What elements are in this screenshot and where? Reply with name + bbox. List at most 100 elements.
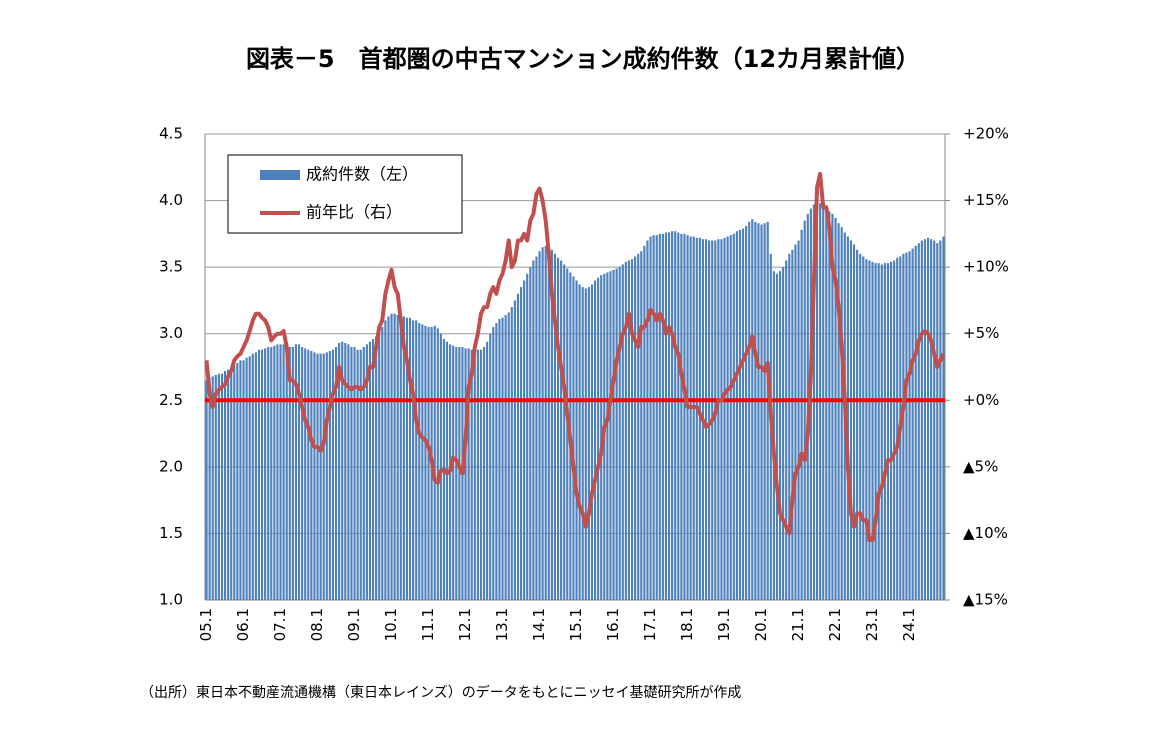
bar [883, 263, 886, 600]
bar [664, 232, 668, 601]
bar [347, 344, 350, 600]
x-tick-label: 19.1 [715, 608, 733, 641]
line-series [204, 171, 946, 543]
bar [526, 273, 529, 600]
bar [714, 240, 717, 600]
bar [671, 231, 674, 601]
y-tick-label: 2.5 [159, 391, 183, 409]
bar [476, 349, 479, 600]
bar [492, 327, 495, 600]
y-tick-label: 4.5 [159, 125, 183, 143]
bar [757, 223, 760, 600]
bar [415, 320, 418, 600]
bar [908, 251, 911, 600]
x-tick-label: 22.1 [826, 608, 844, 641]
bar [396, 315, 399, 600]
bar [834, 217, 837, 600]
bar [532, 260, 535, 600]
bar [775, 273, 779, 600]
bar [846, 236, 849, 600]
bar [538, 251, 541, 600]
bar [260, 349, 264, 600]
bar [279, 344, 282, 600]
bar [328, 351, 331, 600]
x-tick-label: 24.1 [900, 608, 918, 641]
bar [208, 377, 211, 600]
y2-tick-label: +15% [963, 191, 1009, 209]
bar [572, 276, 575, 600]
bar [936, 243, 939, 601]
bar [233, 365, 236, 600]
bar [495, 323, 498, 600]
bar [223, 370, 227, 600]
bar [794, 244, 797, 600]
x-tick-label: 21.1 [789, 608, 807, 641]
bar [766, 221, 769, 601]
bar [606, 272, 609, 600]
x-tick-label: 12.1 [456, 608, 474, 641]
bar [371, 339, 375, 600]
bar [381, 327, 384, 600]
bar [920, 240, 923, 600]
bar [220, 373, 224, 600]
bar [359, 349, 362, 600]
bar [399, 315, 402, 600]
bar [504, 315, 507, 600]
bar [692, 236, 695, 600]
bar [791, 249, 794, 600]
bar [291, 347, 294, 600]
bar [498, 319, 501, 600]
bar [667, 232, 671, 601]
bar [655, 235, 658, 600]
bar [803, 220, 806, 601]
bar [880, 264, 883, 600]
footnote: （出所）東日本不動産流通機構（東日本レインズ）のデータをもとにニッセイ基礎研究所… [140, 684, 741, 701]
bar [646, 240, 649, 600]
bar [338, 343, 341, 600]
bar [375, 336, 378, 600]
bar [464, 348, 467, 600]
bar [933, 240, 936, 600]
y2-tick-label: ▲15% [963, 591, 1008, 609]
bar [214, 374, 217, 600]
bar [350, 347, 353, 600]
bar [942, 236, 945, 600]
bar [729, 235, 732, 600]
bar [621, 264, 624, 600]
bar [914, 245, 917, 600]
y2-tick-label: +20% [963, 125, 1009, 143]
bar [751, 219, 754, 600]
bar [455, 347, 458, 600]
bar [384, 320, 387, 600]
bar [828, 211, 831, 601]
x-tick-label: 07.1 [271, 608, 289, 641]
bar [563, 264, 566, 600]
bar [378, 333, 381, 600]
y2-tick-label: +0% [963, 391, 999, 409]
bar [217, 373, 220, 600]
bar [723, 237, 726, 600]
bar [689, 236, 692, 600]
bar [205, 380, 208, 600]
bar [704, 239, 708, 600]
bar [560, 260, 563, 600]
bar [720, 239, 723, 600]
legend-box [227, 154, 463, 234]
bar [288, 347, 291, 600]
bar [708, 240, 711, 600]
bar [489, 333, 492, 600]
bar [658, 233, 661, 600]
bar [865, 259, 868, 600]
bar [597, 277, 600, 600]
chart-title: 図表－5 首都圏の中古マンション成約件数（12カ月累計値） [246, 45, 920, 73]
bar [304, 348, 307, 600]
bar [754, 221, 757, 601]
x-tick-label: 23.1 [863, 608, 881, 641]
bar [763, 223, 766, 600]
bar [507, 312, 510, 600]
bar [871, 261, 874, 600]
bar [412, 320, 415, 600]
bar [436, 328, 439, 600]
bar [368, 341, 372, 600]
x-tick-label: 14.1 [530, 608, 548, 641]
